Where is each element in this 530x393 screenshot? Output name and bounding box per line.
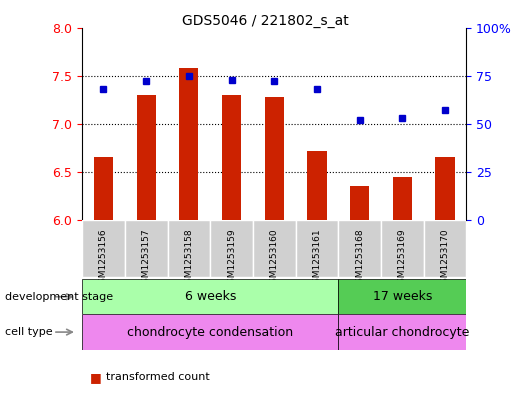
Bar [264, 97, 284, 220]
Text: GSM1253169: GSM1253169 [398, 229, 407, 289]
Text: GSM1253168: GSM1253168 [355, 229, 364, 289]
Text: GSM1253157: GSM1253157 [142, 229, 151, 289]
Bar [436, 158, 455, 220]
Bar [338, 220, 381, 277]
Bar [125, 220, 167, 277]
Text: GDS5046 / 221802_s_at: GDS5046 / 221802_s_at [182, 14, 348, 28]
Text: chondrocyte condensation: chondrocyte condensation [127, 325, 293, 339]
Text: ■: ■ [90, 371, 102, 384]
Text: articular chondrocyte: articular chondrocyte [335, 325, 470, 339]
Text: cell type: cell type [5, 327, 53, 337]
Bar [307, 151, 326, 220]
Bar [423, 220, 466, 277]
Bar [338, 314, 466, 350]
Text: transformed count: transformed count [106, 372, 210, 382]
Text: 17 weeks: 17 weeks [373, 290, 432, 303]
Bar [210, 220, 253, 277]
Bar [167, 220, 210, 277]
Bar [179, 68, 199, 220]
Text: GSM1253161: GSM1253161 [313, 229, 322, 289]
Bar [82, 279, 338, 314]
Bar [94, 158, 113, 220]
Bar [350, 186, 369, 220]
Bar [253, 220, 296, 277]
Bar [82, 314, 338, 350]
Text: GSM1253160: GSM1253160 [270, 229, 279, 289]
Bar [338, 279, 466, 314]
Bar [381, 220, 423, 277]
Bar [137, 95, 156, 220]
Bar [296, 220, 338, 277]
Text: GSM1253170: GSM1253170 [440, 229, 449, 289]
Bar [82, 220, 125, 277]
Text: GSM1253158: GSM1253158 [184, 229, 193, 289]
Bar [222, 95, 241, 220]
Text: GSM1253159: GSM1253159 [227, 229, 236, 289]
Text: 6 weeks: 6 weeks [184, 290, 236, 303]
Bar [393, 177, 412, 220]
Text: GSM1253156: GSM1253156 [99, 229, 108, 289]
Text: development stage: development stage [5, 292, 113, 302]
